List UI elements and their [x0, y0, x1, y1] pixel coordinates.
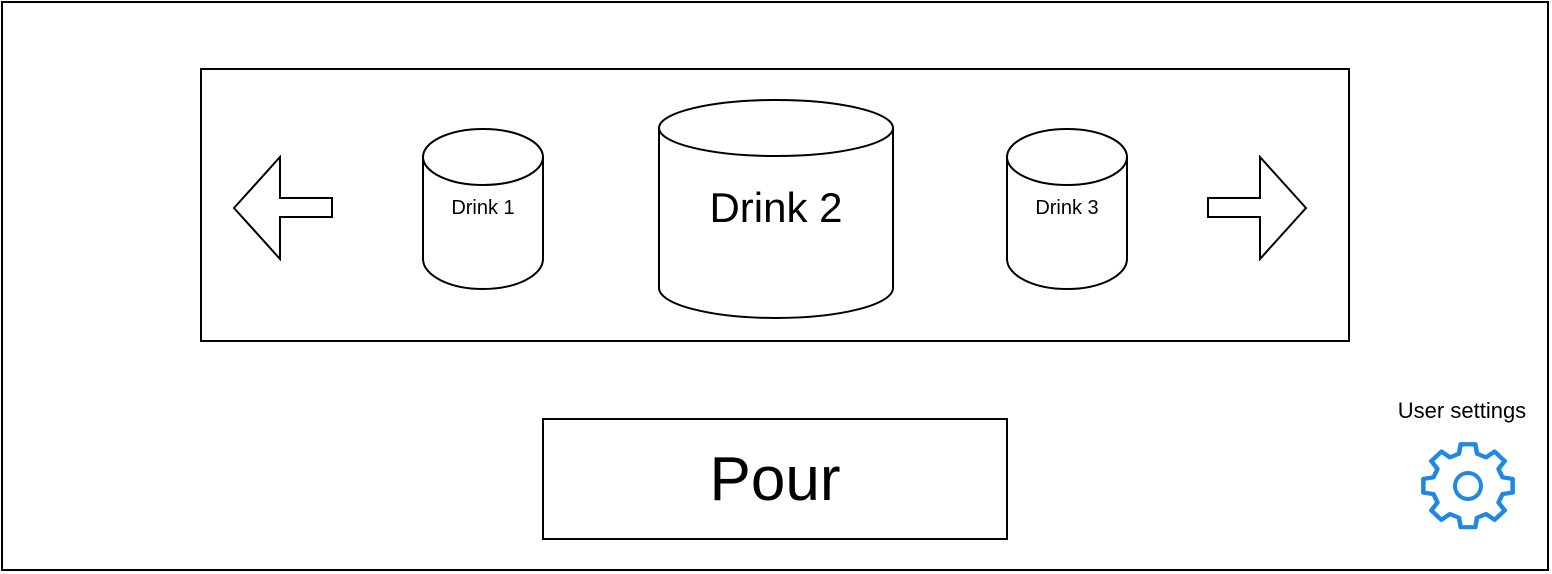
drink-carousel	[200, 68, 1350, 342]
cylinder-icon	[658, 99, 894, 319]
cylinder-icon	[1006, 128, 1128, 290]
drink-item-2[interactable]: Drink 2	[657, 98, 895, 320]
arrow-left-icon[interactable]	[232, 155, 334, 261]
pour-button[interactable]: Pour	[542, 418, 1008, 540]
gear-icon[interactable]	[1416, 436, 1520, 536]
user-settings-label: User settings	[1397, 398, 1527, 423]
arrow-right-icon[interactable]	[1206, 155, 1308, 261]
cylinder-icon	[422, 128, 544, 290]
drink-item-3[interactable]: Drink 3	[1005, 127, 1129, 291]
drink-item-1[interactable]: Drink 1	[421, 127, 545, 291]
